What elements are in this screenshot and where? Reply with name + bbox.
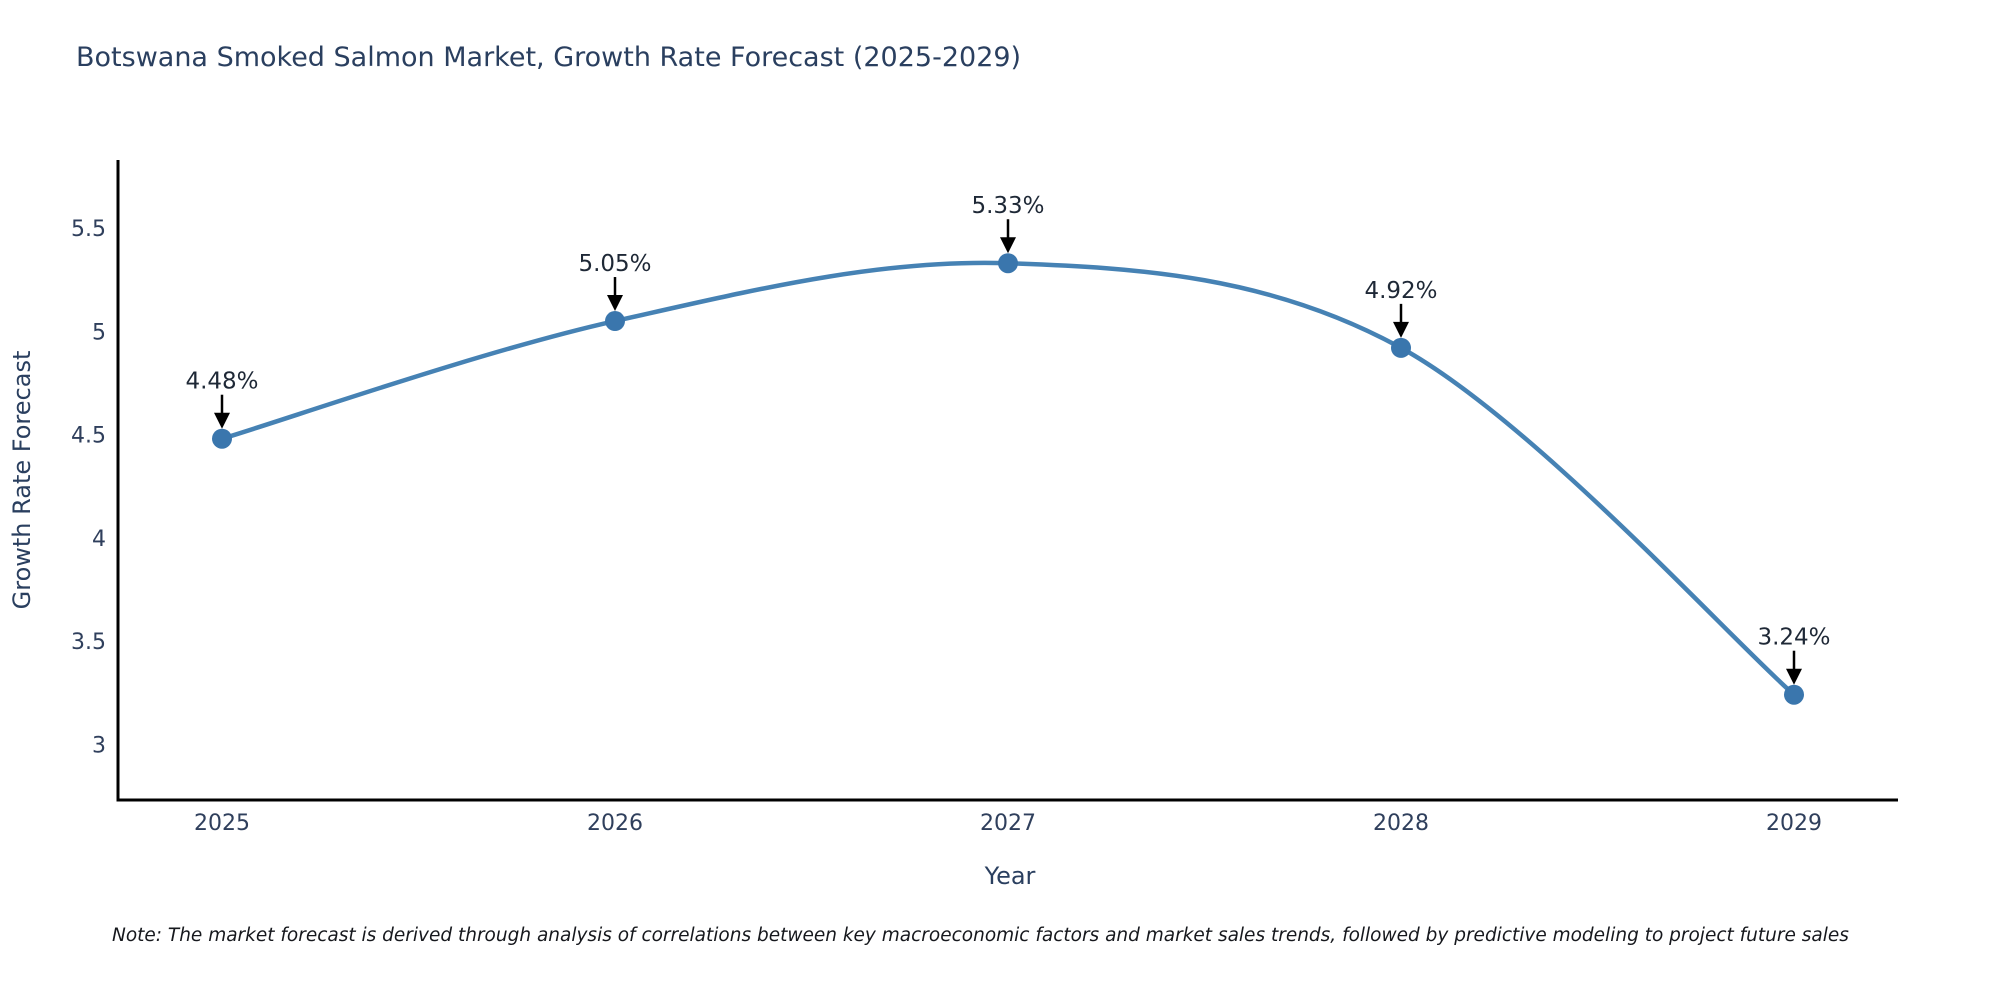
y-tick-label: 3: [92, 733, 106, 758]
x-tick-label: 2027: [980, 811, 1036, 836]
data-point-label: 4.48%: [185, 369, 258, 395]
annotation-arrow-head: [607, 295, 623, 312]
annotation-arrow-head: [1786, 668, 1802, 685]
y-tick-label: 4.5: [71, 424, 106, 449]
data-point-marker: [605, 311, 625, 332]
y-axis-title: Growth Rate Forecast: [8, 351, 36, 610]
annotation-arrow-head: [1393, 321, 1409, 338]
x-axis-title: Year: [984, 862, 1036, 890]
data-point-label: 5.05%: [578, 251, 651, 277]
footnote: Note: The market forecast is derived thr…: [112, 925, 1849, 946]
plot-area: 3 3.5 4 4.5 5 5.5 2025 2026 2027 2028 2029 4.48% 5.0…: [71, 193, 1831, 836]
annotation-arrow-head: [1000, 237, 1016, 254]
y-tick-label: 3.5: [71, 630, 106, 655]
data-point-marker: [212, 428, 232, 449]
forecast-line: [219, 260, 1797, 697]
data-point-label: 3.24%: [1757, 625, 1830, 651]
y-tick-label: 5: [92, 320, 106, 345]
data-point-marker: [1784, 684, 1804, 705]
annotation-arrow-head: [214, 412, 230, 429]
chart-title: Botswana Smoked Salmon Market, Growth Ra…: [76, 42, 1021, 73]
data-point-marker: [1391, 337, 1411, 358]
data-point-label: 5.33%: [971, 193, 1044, 219]
x-tick-label: 2029: [1766, 811, 1822, 836]
y-tick-label: 5.5: [71, 217, 106, 242]
data-point-marker: [998, 253, 1018, 274]
x-tick-label: 2028: [1373, 811, 1429, 836]
x-tick-label: 2025: [194, 811, 250, 836]
x-tick-label: 2026: [587, 811, 643, 836]
data-point-label: 4.92%: [1364, 278, 1437, 304]
y-tick-label: 4: [92, 527, 106, 552]
